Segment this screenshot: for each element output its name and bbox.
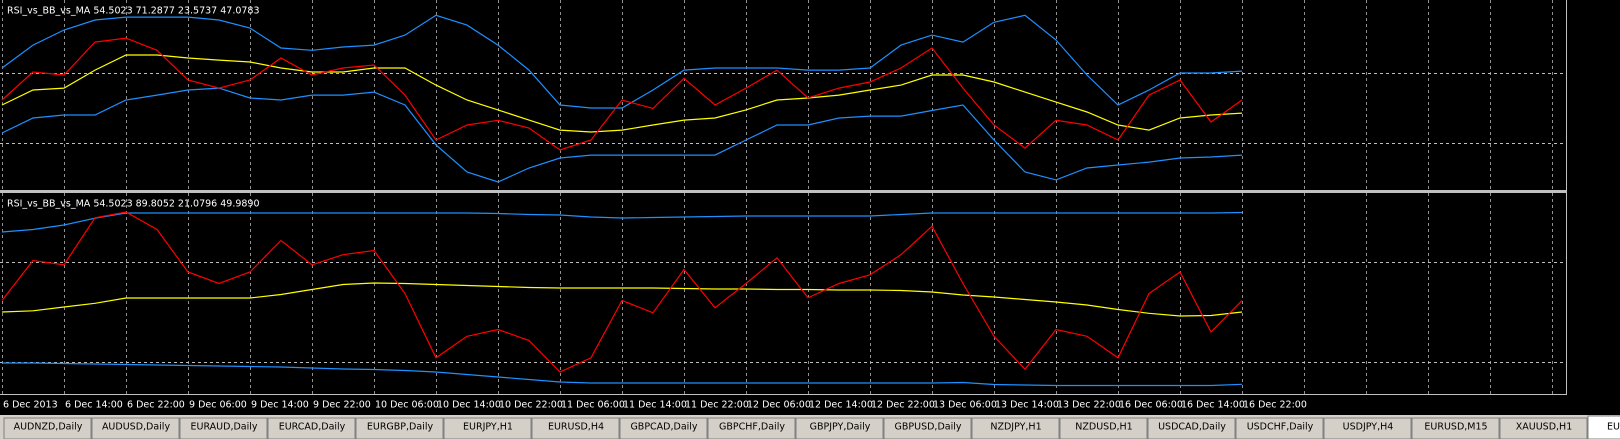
tab[interactable] [795,417,884,439]
indicator-line [1,211,1243,373]
x-tick-label: 9 Dec 06:00 [189,400,247,411]
x-tick-label: 11 Dec 22:00 [685,400,749,411]
tab-label[interactable]: EURJPY,H1 [1607,422,1620,433]
x-tick-label: 13 Dec 14:00 [995,400,1059,411]
x-tick-label: 9 Dec 22:00 [313,400,371,411]
tab-label[interactable]: GBPJPY,Daily [810,422,871,433]
tab[interactable] [1587,415,1620,439]
x-tick-label: 10 Dec 06:00 [375,400,439,411]
indicator-line [1,54,1243,133]
tab-label[interactable]: USDCAD,Daily [1158,422,1226,433]
chart-background [0,0,1620,415]
tab[interactable] [1147,417,1236,439]
tab[interactable] [1323,417,1412,439]
tab-label[interactable]: EURJPY,H1 [463,422,513,433]
tab-label[interactable]: EURAUD,Daily [191,422,258,433]
x-tick-label: 12 Dec 06:00 [747,400,811,411]
indicator-line [1,14,1243,109]
x-tick-label: 11 Dec 06:00 [561,400,625,411]
tab[interactable] [971,417,1060,439]
tab-label[interactable]: EURCAD,Daily [279,422,346,433]
tab[interactable] [883,417,972,439]
tab[interactable] [355,417,444,439]
tab[interactable] [179,417,268,439]
tab[interactable] [267,417,356,439]
x-tick-label: 11 Dec 14:00 [623,400,687,411]
x-tick-label: 10 Dec 22:00 [499,400,563,411]
tab-label[interactable]: EURUSD,H4 [548,422,604,433]
x-tick-label: 12 Dec 14:00 [809,400,873,411]
indicator-title: RSI_vs_BB_vs_MA 54.5023 89.8052 21.0796 … [7,199,260,210]
tab[interactable] [1059,417,1148,439]
tab-label[interactable]: GBPCHF,Daily [719,422,785,433]
x-tick-label: 6 Dec 22:00 [127,400,185,411]
indicator-line [1,87,1243,183]
tab[interactable] [619,417,708,439]
indicator-line [1,37,1243,151]
indicator-line [2,362,1243,387]
tab-label[interactable]: AUDNZD,Daily [14,422,83,433]
tab-label[interactable]: GBPCAD,Daily [630,422,697,433]
x-tick-label: 13 Dec 06:00 [933,400,997,411]
tab-label[interactable]: NZDUSD,H1 [1075,422,1132,433]
tab-label[interactable]: GBPUSD,Daily [895,422,962,433]
x-tick-label: 16 Dec 06:00 [1119,400,1183,411]
x-tick-label: 9 Dec 14:00 [251,400,309,411]
tab[interactable] [1235,417,1324,439]
indicator-line [1,282,1243,317]
x-tick-label: 6 Dec 14:00 [65,400,123,411]
tab[interactable] [707,417,796,439]
x-tick-label: 16 Dec 14:00 [1181,400,1245,411]
tab[interactable] [1499,417,1588,439]
tab-label[interactable]: NZDJPY,H1 [990,422,1041,433]
tab-label[interactable]: USDJPY,H4 [1343,422,1394,433]
tab-label[interactable]: EURUSD,M15 [1424,422,1487,433]
indicator-title: RSI_vs_BB_vs_MA 54.5023 71.2877 23.5737 … [7,6,260,17]
x-tick-label: 12 Dec 22:00 [871,400,935,411]
tab[interactable] [531,417,620,439]
x-tick-label: 16 Dec 22:00 [1243,400,1307,411]
tab-label[interactable]: XAUUSD,H1 [1516,422,1572,433]
price-scale [1567,0,1620,415]
indicator-line [1,211,1243,233]
tab-label[interactable]: EURGBP,Daily [367,422,434,433]
x-tick-label: 6 Dec 2013 [3,400,58,411]
tab[interactable] [3,417,92,439]
tab[interactable] [443,417,532,439]
x-tick-label: 13 Dec 22:00 [1057,400,1121,411]
tab[interactable] [91,417,180,439]
tab-label[interactable]: AUDUSD,Daily [102,422,171,433]
tab-label[interactable]: USDCHF,Daily [1247,422,1314,433]
tab[interactable] [1411,417,1500,439]
x-tick-label: 10 Dec 14:00 [437,400,501,411]
